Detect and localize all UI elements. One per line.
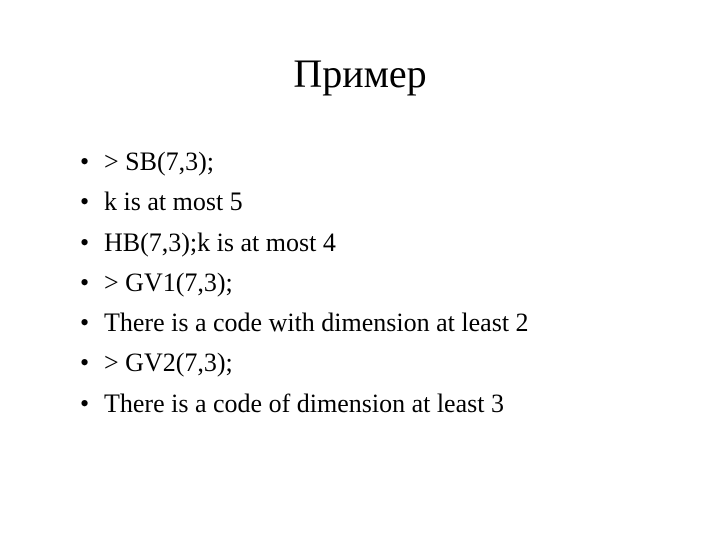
list-item: There is a code of dimension at least 3 (80, 384, 660, 424)
list-item: There is a code with dimension at least … (80, 303, 660, 343)
slide-title: Пример (60, 50, 660, 97)
bullet-list: > SB(7,3); k is at most 5 HB(7,3);k is a… (60, 142, 660, 424)
list-item: > SB(7,3); (80, 142, 660, 182)
list-item: > GV1(7,3); (80, 263, 660, 303)
list-item: k is at most 5 (80, 182, 660, 222)
slide-container: Пример > SB(7,3); k is at most 5 HB(7,3)… (0, 0, 720, 540)
list-item: > GV2(7,3); (80, 343, 660, 383)
list-item: HB(7,3);k is at most 4 (80, 223, 660, 263)
